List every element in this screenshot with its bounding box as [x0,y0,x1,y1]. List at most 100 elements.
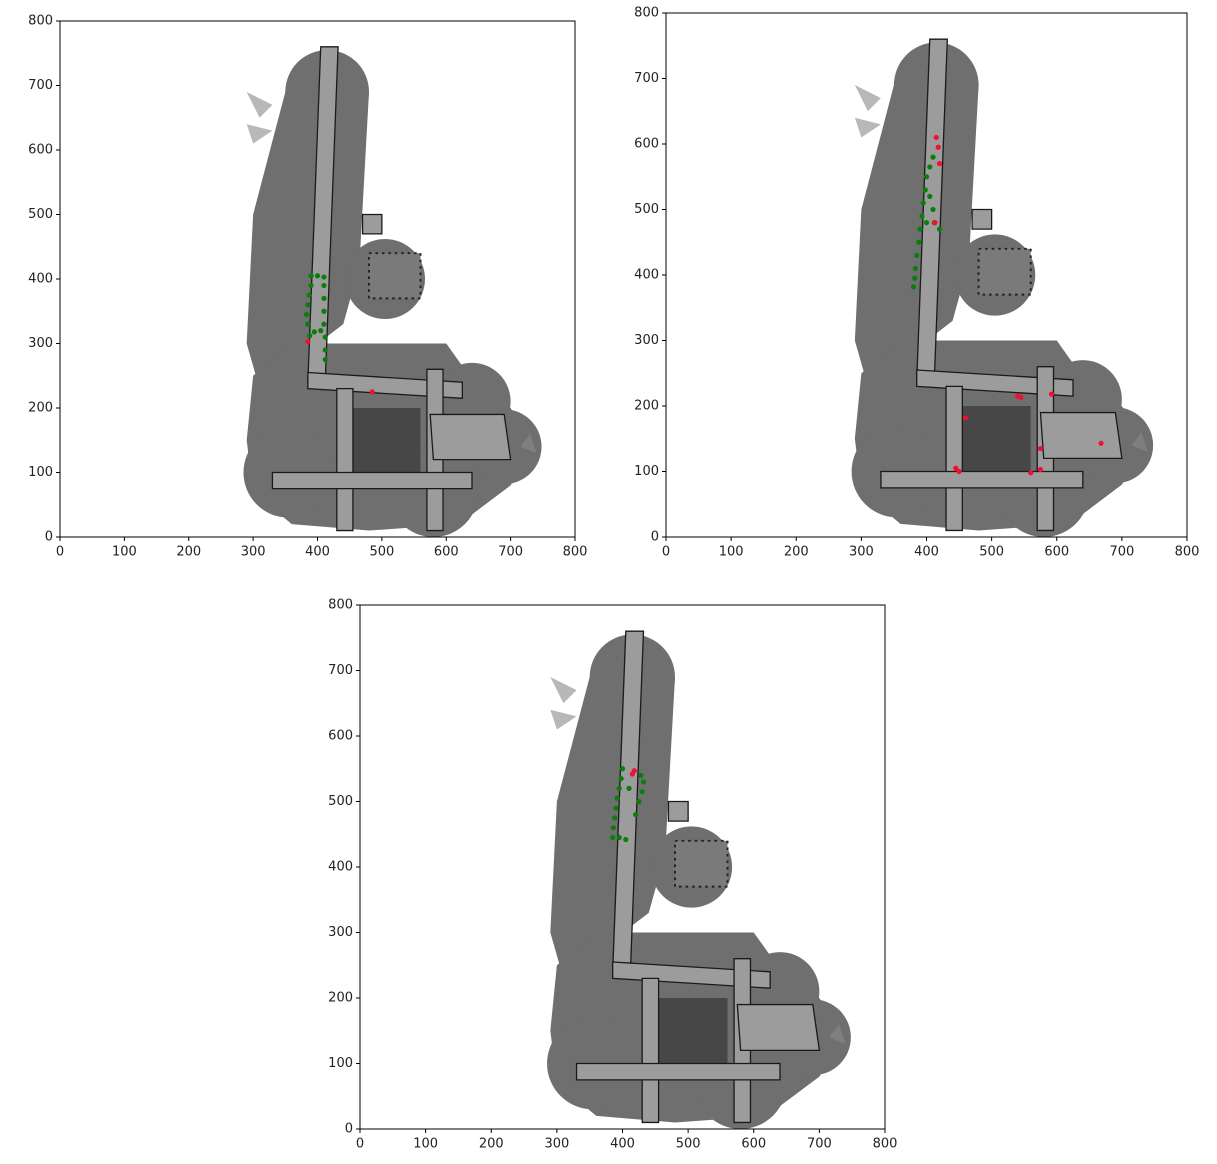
x-tick-label: 300 [544,1137,569,1152]
y-tick-label: 200 [28,401,53,416]
x-tick-label: 500 [369,545,394,560]
point [930,207,935,212]
point [936,145,941,150]
point [1028,470,1033,475]
point [305,302,310,307]
point [636,799,641,804]
point [611,825,616,830]
x-tick-label: 300 [241,545,266,560]
y-tick-label: 0 [45,530,53,545]
y-tick-label: 500 [328,794,353,809]
point [321,309,326,314]
y-tick-label: 800 [328,598,353,613]
point [919,213,924,218]
point [623,837,628,842]
x-tick-label: 800 [563,545,588,560]
point [934,135,939,140]
point [1098,441,1103,446]
point [927,194,932,199]
point [1018,395,1023,400]
page: {"chart_data": [ {"type": "scatter", "xl… [0,0,1217,1164]
point [638,773,643,778]
point [923,187,928,192]
x-tick-label: 0 [662,545,670,560]
point [305,339,310,344]
y-tick-label: 100 [634,464,659,479]
point [914,253,919,258]
x-tick-label: 700 [807,1137,832,1152]
x-tick-label: 400 [610,1137,635,1152]
point [612,815,617,820]
x-tick-label: 400 [914,545,939,560]
point [913,266,918,271]
point [1038,467,1043,472]
x-tick-label: 700 [498,545,523,560]
x-tick-label: 0 [356,1137,364,1152]
point [927,164,932,169]
x-tick-label: 200 [176,545,201,560]
y-tick-label: 700 [634,71,659,86]
point [615,796,620,801]
y-tick-label: 300 [634,333,659,348]
y-tick-label: 400 [634,268,659,283]
point [963,415,968,420]
x-tick-label: 700 [1109,545,1134,560]
point [613,805,618,810]
x-tick-label: 400 [305,545,330,560]
point [924,220,929,225]
point [932,220,937,225]
point [323,347,328,352]
y-tick-label: 400 [28,272,53,287]
point [921,200,926,205]
point [930,155,935,160]
point [917,227,922,232]
occupancy-map [852,39,1154,537]
point [304,312,309,317]
x-tick-label: 500 [979,545,1004,560]
point [308,273,313,278]
point [640,789,645,794]
occupancy-map [547,631,851,1129]
point [305,322,310,327]
x-tick-label: 100 [719,545,744,560]
point [619,776,624,781]
point [626,786,631,791]
point [924,174,929,179]
y-tick-label: 300 [28,336,53,351]
point [307,333,312,338]
y-tick-label: 500 [634,202,659,217]
point [1038,446,1043,451]
x-tick-label: 800 [873,1137,898,1152]
point [956,469,961,474]
point [620,766,625,771]
x-tick-label: 500 [676,1137,701,1152]
point [641,779,646,784]
point [916,240,921,245]
point [1049,392,1054,397]
occupancy-map [243,47,541,537]
y-tick-label: 500 [28,207,53,222]
y-tick-label: 600 [634,137,659,152]
point [911,284,916,289]
x-tick-label: 800 [1175,545,1200,560]
x-tick-label: 100 [112,545,137,560]
x-tick-label: 600 [434,545,459,560]
y-tick-label: 800 [28,14,53,29]
y-tick-label: 0 [345,1122,353,1137]
point [321,322,326,327]
point [610,835,615,840]
point [315,273,320,278]
y-tick-label: 200 [634,399,659,414]
y-tick-label: 400 [328,860,353,875]
x-tick-label: 200 [479,1137,504,1152]
point [307,293,312,298]
point [323,334,328,339]
y-tick-label: 300 [328,925,353,940]
y-tick-label: 600 [28,143,53,158]
y-tick-label: 600 [328,729,353,744]
x-tick-label: 100 [413,1137,438,1152]
point [633,812,638,817]
